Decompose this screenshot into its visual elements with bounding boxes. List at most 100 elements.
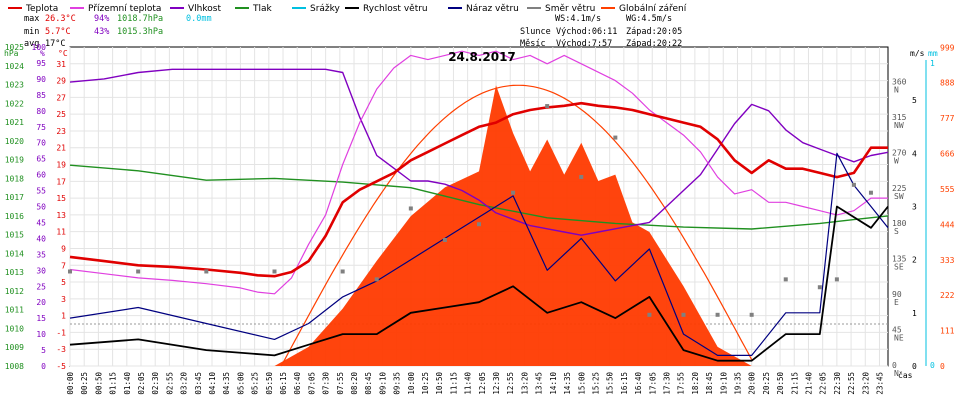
tick-pct: 25: [36, 282, 46, 291]
wind-direction-point: [408, 206, 413, 211]
wind-direction-point: [374, 277, 379, 282]
x-tick-label: 16:40: [634, 372, 643, 395]
x-tick-label: 20:50: [776, 372, 785, 395]
tick-pct: 30: [36, 266, 46, 275]
x-tick-label: 20:00: [748, 372, 757, 395]
wind-direction-point: [579, 174, 584, 179]
tick-temp: 9: [61, 244, 66, 253]
x-tick-label: 17:30: [662, 372, 671, 395]
stat-label: min: [24, 27, 39, 37]
tick-dir: 0: [892, 361, 897, 370]
x-tick-label: 05:25: [251, 372, 260, 395]
x-tick-label: 01:40: [123, 372, 132, 395]
x-tick-label: 08:20: [350, 372, 359, 395]
x-tick-label: 14:35: [563, 372, 572, 395]
tick-pct: 90: [36, 75, 46, 84]
x-tick-label: 07:30: [322, 372, 331, 395]
wind-gust: WG:4.5m/s: [626, 14, 672, 24]
x-axis-label: čas: [898, 370, 913, 380]
x-tick-label: 15:00: [577, 372, 586, 395]
ground-temp-line: [69, 50, 888, 295]
axis-unit-hpa: hPa: [4, 49, 19, 58]
tick-pct: 5: [41, 346, 46, 355]
tick-rain: 1: [930, 59, 935, 68]
tick-pct: 65: [36, 155, 46, 164]
stat-pressure: 1018.7hPa: [117, 14, 163, 24]
wind-direction-point: [68, 269, 72, 274]
x-tick-label: 02:30: [151, 372, 160, 395]
x-tick-label: 03:20: [180, 372, 189, 395]
wind-direction-point: [204, 269, 209, 274]
tick-pct: 75: [36, 123, 46, 132]
x-tick-label: 00:50: [94, 372, 103, 395]
tick-wind: 5: [912, 96, 917, 105]
x-tick-label: 21:15: [790, 372, 799, 395]
tick-temp: 17: [56, 177, 66, 186]
tick-radiation: 555: [940, 185, 955, 194]
x-tick-label: 23:20: [861, 372, 870, 395]
x-tick-label: 11:15: [449, 372, 458, 395]
x-tick-label: 04:35: [222, 372, 231, 395]
x-tick-label: 22:30: [833, 372, 842, 395]
x-tick-label: 13:45: [535, 372, 544, 395]
tick-dir: 45: [892, 326, 902, 335]
wind-direction-point: [136, 269, 141, 274]
tick-hpa: 1014: [5, 249, 24, 258]
tick-hpa: 1011: [5, 306, 24, 315]
x-tick-label: 02:05: [137, 372, 146, 395]
legend-label: Přízemní teplota: [88, 4, 161, 14]
wind-direction-point: [272, 269, 277, 274]
stat-temp: 17°C: [45, 39, 65, 49]
x-tick-label: 06:40: [293, 372, 302, 395]
tick-hpa: 1023: [5, 81, 24, 90]
tick-temp: -5: [56, 362, 66, 371]
x-tick-label: 19:35: [733, 372, 742, 395]
tick-hpa: 1012: [5, 287, 24, 296]
tick-radiation: 444: [940, 220, 955, 229]
axis-unit-rain: mm: [928, 49, 938, 58]
x-tick-label: 22:05: [819, 372, 828, 395]
tick-temp: 19: [56, 161, 66, 170]
tick-pct: 50: [36, 203, 46, 212]
tick-dir-letter: W: [894, 156, 899, 165]
x-tick-label: 05:00: [236, 372, 245, 395]
x-tick-label: 03:45: [194, 372, 203, 395]
x-tick-label: 08:45: [364, 372, 373, 395]
tick-pct: 10: [36, 330, 46, 339]
x-tick-label: 16:15: [620, 372, 629, 395]
wind-direction-point: [545, 104, 550, 109]
x-tick-label: 04:10: [208, 372, 217, 395]
tick-dir-letter: S: [894, 227, 899, 236]
tick-radiation: 0: [940, 362, 945, 371]
wind-direction-point: [817, 285, 822, 290]
stat-temp: 26.3°C: [45, 14, 76, 24]
tick-pct: 35: [36, 250, 46, 259]
sun-set: Západ:20:05: [626, 27, 682, 37]
tick-pct: 20: [36, 298, 46, 307]
x-tick-label: 17:55: [677, 372, 686, 395]
axis-unit-wind: m/s: [910, 49, 925, 58]
wind-direction-point: [647, 312, 652, 317]
theoretical-radiation-line: [280, 84, 753, 367]
wind-speed-line: [69, 205, 889, 362]
tick-rain: 0: [930, 361, 935, 370]
tick-radiation: 777: [940, 114, 955, 123]
legend-label: Teplota: [25, 4, 58, 14]
wind-direction-point: [681, 312, 686, 317]
x-tick-label: 11:40: [464, 372, 473, 395]
wind-direction-point: [442, 237, 447, 242]
sun-rise: Východ:06:11: [556, 27, 617, 37]
x-tick-label: 00:00: [66, 372, 75, 395]
tick-temp: 15: [56, 194, 66, 203]
x-tick-label: 12:55: [506, 372, 515, 395]
x-tick-label: 22:55: [847, 372, 856, 395]
wind-direction-point: [715, 312, 720, 317]
tick-dir-letter: NE: [894, 334, 904, 343]
wind-direction-point: [613, 135, 618, 140]
tick-dir: 225: [892, 184, 907, 193]
tick-temp: 29: [56, 77, 66, 86]
legend: Teplota Přízemní teplota Vlhkost Tlak Srážky…: [8, 4, 687, 14]
legend-label: Směr větru: [545, 4, 595, 14]
axis-unit-temp: °C: [58, 49, 68, 58]
radiation-area: [274, 85, 752, 367]
